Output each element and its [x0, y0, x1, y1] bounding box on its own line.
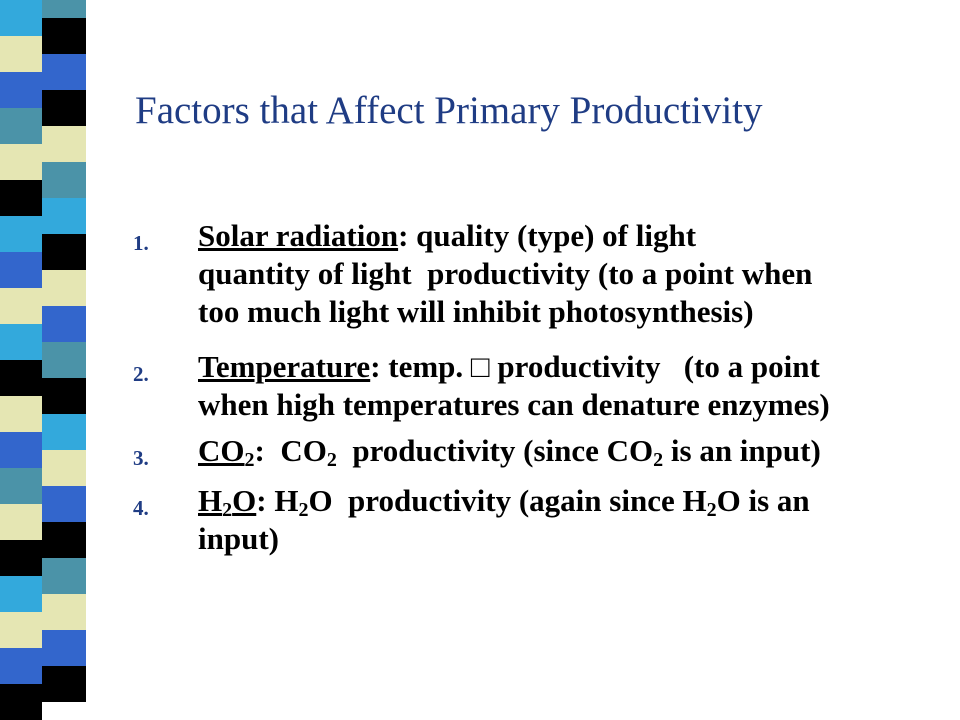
item-text: : CO [254, 433, 327, 468]
stripe-block [42, 90, 86, 126]
stripe-block [0, 576, 42, 612]
stripe-block [0, 216, 42, 252]
subscript: 2 [653, 449, 664, 471]
item-term: H2O [198, 483, 257, 521]
term-part: CO [198, 433, 245, 468]
item-line: quantity of light productivity (to a poi… [198, 256, 813, 291]
stripe-block [0, 36, 42, 72]
item-number: 1. [133, 231, 149, 255]
stripe-block [42, 54, 86, 90]
item-term: Temperature [198, 349, 371, 384]
stripe-block [0, 540, 42, 576]
stripe-block [0, 432, 42, 468]
item-line: H2O: H2O productivity (again since H2O i… [198, 483, 810, 521]
item-number: 2. [133, 362, 149, 386]
stripe-block [0, 180, 42, 216]
stripe-block [0, 684, 42, 720]
subscript: 2 [298, 499, 309, 521]
stripe-block [42, 198, 86, 234]
stripe-block [0, 288, 42, 324]
stripe-block [42, 126, 86, 162]
stripe-block [0, 612, 42, 648]
item-text: O productivity (again since H [308, 483, 707, 518]
item-line: too much light will inhibit photosynthes… [198, 294, 754, 329]
slide-title: Factors that Affect Primary Productivity [135, 89, 763, 132]
stripe-block [42, 666, 86, 702]
item-line: when high temperatures can denature enzy… [198, 387, 830, 422]
item-text: : H [256, 483, 299, 518]
item-number: 3. [133, 446, 149, 470]
subscript: 2 [326, 449, 337, 471]
item-text: is an input) [663, 433, 821, 468]
stripe-block [42, 162, 86, 198]
stripe-block [0, 144, 42, 180]
stripe-block [42, 270, 86, 306]
stripe-block [42, 306, 86, 342]
item-term: CO2 [198, 433, 255, 471]
stripe-block [42, 378, 86, 414]
stripe-block [0, 72, 42, 108]
item-text: productivity (since CO [336, 433, 654, 468]
stripe-block [42, 558, 86, 594]
subscript: 2 [222, 499, 233, 521]
item-line: Temperature: temp. □ productivity (to a … [198, 349, 820, 385]
stripe-block [0, 360, 42, 396]
stripe-block [0, 324, 42, 360]
item-term: Solar radiation [198, 218, 399, 253]
item-line: Solar radiation: quality (type) of light [198, 218, 696, 254]
subscript: 2 [706, 499, 717, 521]
decorative-stripe [0, 0, 86, 720]
stripe-block [42, 18, 86, 54]
item-line: input) [198, 521, 279, 556]
stripe-block [0, 0, 42, 36]
subscript: 2 [244, 449, 255, 471]
item-line: CO2: CO2 productivity (since CO2 is an i… [198, 433, 821, 471]
stripe-block [0, 108, 42, 144]
stripe-block [42, 234, 86, 270]
stripe-block [42, 414, 86, 450]
stripe-block [0, 396, 42, 432]
stripe-block [42, 342, 86, 378]
stripe-block [0, 648, 42, 684]
stripe-block [0, 252, 42, 288]
term-part: O [232, 483, 257, 518]
term-part: H [198, 483, 223, 518]
item-text: : temp. □ productivity (to a point [370, 349, 820, 384]
stripe-block [42, 486, 86, 522]
item-number: 4. [133, 496, 149, 520]
stripe-block [42, 630, 86, 666]
item-text: O is an [716, 483, 810, 518]
item-text: : quality (type) of light [398, 218, 697, 253]
stripe-block [0, 468, 42, 504]
stripe-block [42, 594, 86, 630]
stripe-block [42, 0, 86, 18]
stripe-block [42, 522, 86, 558]
stripe-block [42, 450, 86, 486]
stripe-block [0, 504, 42, 540]
